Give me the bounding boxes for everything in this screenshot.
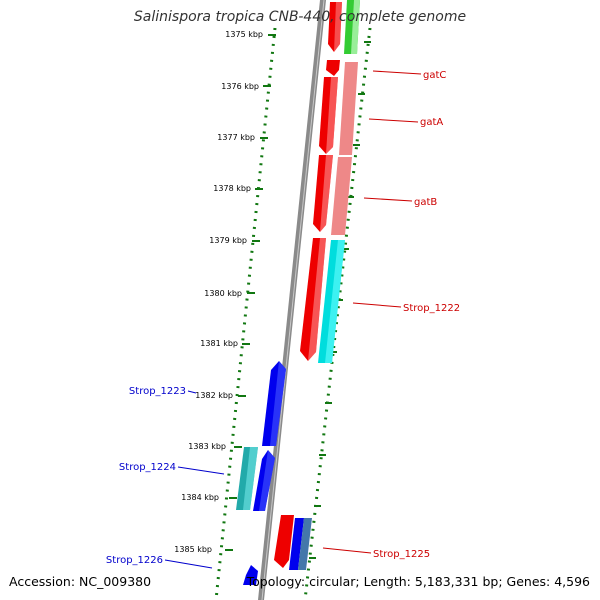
callout-strop1222: [352, 302, 402, 308]
gene-label-gatA[interactable]: gatA: [420, 117, 443, 128]
pink-block-gatB[interactable]: [331, 157, 352, 235]
gene-label-strop1224[interactable]: Strop_1224: [119, 462, 176, 473]
callout-strop1223: [187, 390, 197, 394]
gene-strop1222-shade: [308, 238, 326, 361]
gene-strop1223-shade: [270, 361, 286, 446]
kbp-label-1379: 1379 kbp: [209, 236, 247, 245]
gene-gatB-shade: [320, 155, 333, 232]
chromosome-backbone-highlight: [261, 0, 325, 600]
teal-block-shade: [243, 447, 258, 510]
kbp-label-1383: 1383 kbp: [188, 442, 226, 451]
kbp-ticks: [225, 34, 276, 551]
green-block-shade: [351, 0, 360, 54]
kbp-label-1382: 1382 kbp: [195, 391, 233, 400]
gene-gatA-shade: [326, 77, 338, 154]
kbp-label-1375: 1375 kbp: [225, 30, 263, 39]
gene-label-strop1225[interactable]: Strop_1225: [373, 549, 430, 560]
inner-scale-rail: [214, 27, 277, 600]
kbp-label-1378: 1378 kbp: [213, 184, 251, 193]
kbp-label-1384: 1384 kbp: [181, 493, 219, 502]
cyan-block-shade: [325, 240, 345, 363]
genome-summary-text: Topology: circular; Length: 5,183,331 bp…: [246, 574, 590, 589]
gene-label-strop1222[interactable]: Strop_1222: [403, 303, 460, 314]
accession-text: Accession: NC_009380: [9, 574, 152, 589]
gene-label-gatB[interactable]: gatB: [414, 197, 437, 208]
kbp-label-1376: 1376 kbp: [221, 82, 259, 91]
gene-gatC-shade: [334, 2, 342, 52]
gene-strop1225-blue-block[interactable]: [289, 518, 304, 570]
kbp-label-1385: 1385 kbp: [174, 545, 212, 554]
gene-label-strop1226[interactable]: Strop_1226: [106, 555, 163, 566]
gene-strop1224-shade: [259, 450, 275, 511]
gene-strop1226-arrow[interactable]: [243, 565, 258, 585]
callout-strop1225: [322, 547, 372, 554]
callout-strop1226: [164, 559, 213, 569]
callout-gatC: [372, 70, 422, 75]
kbp-label-1381: 1381 kbp: [200, 339, 238, 348]
gene-strop1225-steel-block[interactable]: [298, 518, 312, 570]
pink-block-gatA[interactable]: [339, 62, 358, 155]
callout-gatB: [363, 197, 413, 202]
gene-small-red-arrow[interactable]: [326, 60, 340, 76]
kbp-label-1377: 1377 kbp: [217, 133, 255, 142]
map-title: Salinispora tropica CNB-440, complete ge…: [133, 9, 467, 25]
gene-label-strop1223[interactable]: Strop_1223: [129, 386, 186, 397]
gene-strop1225-red-arrow[interactable]: [274, 515, 294, 568]
callout-gatA: [368, 118, 419, 123]
kbp-label-1380: 1380 kbp: [204, 289, 242, 298]
gene-label-gatC[interactable]: gatC: [423, 70, 446, 81]
callout-strop1224: [177, 466, 225, 475]
